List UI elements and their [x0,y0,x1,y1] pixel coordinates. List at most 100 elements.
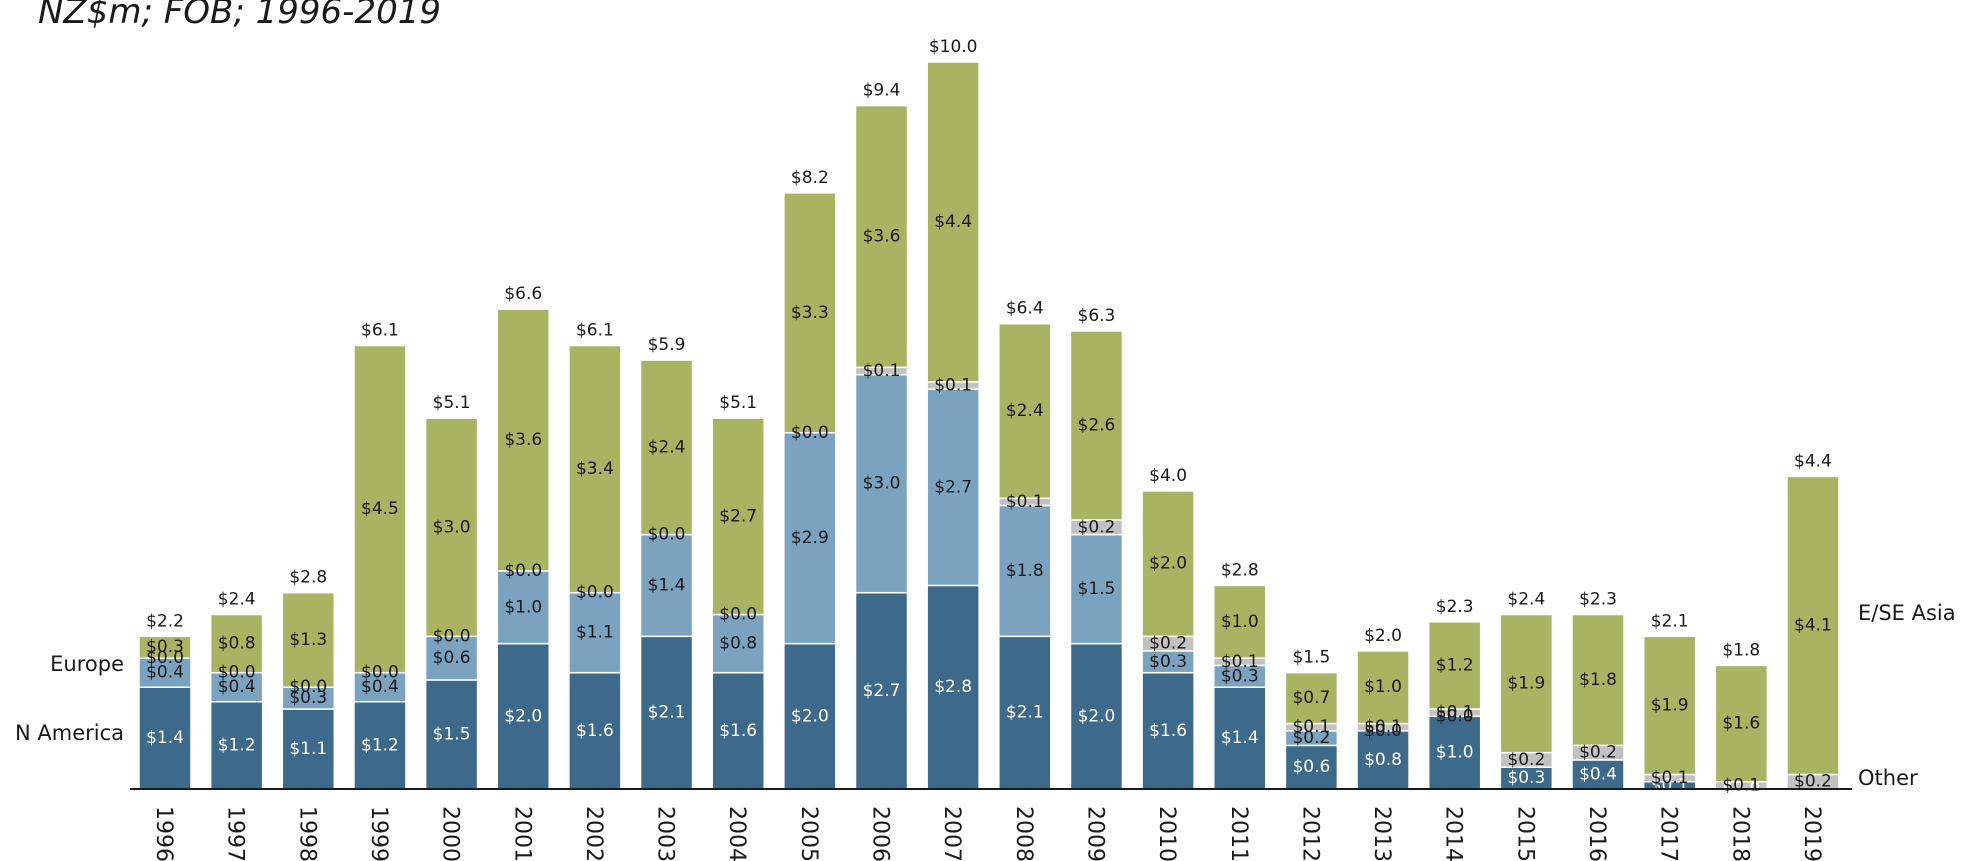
total-label: $2.8 [289,568,327,588]
bar-segment [1786,475,1840,776]
bar-segment [353,701,407,790]
data-label: $1.0 [1364,677,1402,697]
x-tick-label: 2001 [509,806,534,861]
x-tick-label: 2009 [1082,806,1107,861]
total-label: $6.3 [1078,306,1116,326]
bar-segment [1571,613,1625,747]
data-label: $0.1 [1651,775,1689,795]
data-label: $3.0 [863,474,901,494]
data-label: $2.0 [791,706,829,726]
bar-segment [1284,671,1339,725]
data-label: $0.3 [289,688,327,708]
chart-title: NZ$m; FOB; 1996-2019 [38,0,441,32]
data-label: $1.0 [1436,743,1474,763]
bar-segment [1499,613,1554,754]
bar-segment [1427,621,1482,710]
bar-segment [1714,664,1769,783]
bar-segment [138,686,192,790]
data-label: $0.0 [433,626,471,646]
data-label: $1.2 [361,735,399,755]
bar-segment [496,642,550,790]
data-label: $2.4 [1006,401,1044,421]
total-label: $6.4 [1006,299,1044,319]
data-label: $0.2 [1507,750,1545,770]
total-label: $9.4 [863,81,901,101]
total-label: $5.1 [719,393,757,413]
data-label: $1.6 [576,721,614,741]
x-tick-label: 2007 [939,806,964,861]
data-label: $2.4 [648,437,686,457]
x-tick-label: 2012 [1297,806,1322,861]
data-label: $0.3 [1149,652,1187,672]
bar-segment [138,635,192,659]
x-tick-label: 2017 [1656,806,1681,861]
x-tick-label: 2013 [1369,806,1394,861]
x-tick-label: 1999 [366,806,391,861]
data-label: $2.7 [934,477,972,497]
data-label: $0.1 [1722,775,1760,795]
bar-segment [711,417,765,616]
total-label: $1.5 [1292,648,1330,668]
bar-segment [998,635,1052,790]
total-label: $1.8 [1722,640,1760,660]
data-label: $0.2 [1078,517,1116,537]
data-label: $0.1 [863,361,901,381]
total-label: $4.0 [1149,466,1187,486]
bar-segment [1356,650,1410,725]
bar-segment [711,613,765,674]
data-label: $2.1 [1006,703,1044,723]
bar-segment [1141,671,1195,790]
bar-segment [353,344,407,674]
bar-segment [783,432,837,645]
bar-segment [1069,533,1124,645]
data-label: $2.6 [1078,416,1116,436]
data-label: $0.6 [433,648,471,668]
data-label: $1.8 [1006,561,1044,581]
data-label: $0.4 [361,677,399,697]
bar-segment [854,591,909,790]
data-label: $1.4 [1221,728,1259,748]
data-label: $0.2 [1149,634,1187,654]
data-label: $0.1 [1292,717,1330,737]
total-label: $2.4 [218,590,256,610]
bar-segment [281,708,336,790]
data-label: $1.3 [289,630,327,650]
total-label: $2.0 [1364,626,1402,646]
data-label: $1.4 [648,575,686,595]
total-label: $2.3 [1579,590,1617,610]
data-label: $0.1 [1436,703,1474,723]
bar-segment [1141,490,1195,638]
bars-layer [138,61,1840,790]
bar-segment [496,570,550,645]
total-label: $2.3 [1436,597,1474,617]
bar-segment [281,591,336,688]
data-label: $0.0 [289,677,327,697]
total-label: $6.1 [576,321,614,341]
data-label: $0.2 [1794,772,1832,792]
data-label: $0.1 [1006,492,1044,512]
bar-segment [1571,759,1625,790]
x-tick-label: 2003 [653,806,678,861]
data-label: $0.0 [648,525,686,545]
data-label: $0.0 [361,663,399,683]
data-label: $4.4 [934,212,972,232]
bar-segment [353,671,407,703]
x-tick-label: 1998 [294,806,319,861]
bar-segment [926,584,980,790]
x-tick-label: 2005 [796,806,821,861]
data-label: $0.2 [1292,728,1330,748]
total-label: $8.2 [791,168,829,188]
data-label: $0.8 [1364,750,1402,770]
data-label: $0.3 [146,637,184,657]
data-label: $0.0 [719,605,757,625]
data-label: $2.8 [934,677,972,697]
data-label: $2.1 [648,703,686,723]
x-tick-label: 1997 [223,806,248,861]
bar-segment [209,701,264,790]
x-tick-label: 2018 [1727,806,1752,861]
x-tick-label: 1996 [151,806,176,861]
total-label: $5.1 [433,393,471,413]
data-label: $0.1 [1221,652,1259,672]
data-label: $1.5 [1078,579,1116,599]
bar-segment [424,635,479,681]
